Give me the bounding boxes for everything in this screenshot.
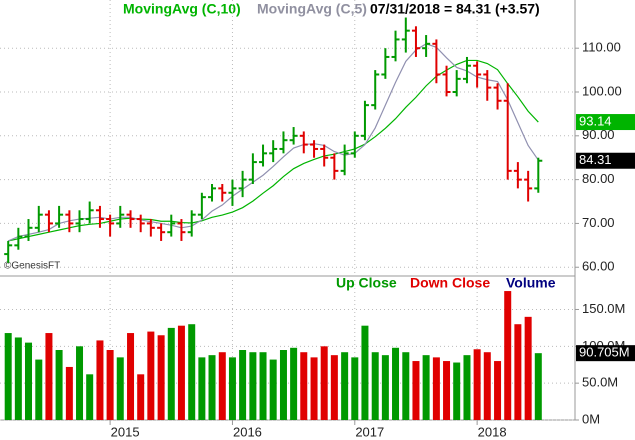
x-tick-label: 2016 xyxy=(233,424,262,439)
ma10-last-label-box xyxy=(576,114,635,131)
close-last-label: 84.31 xyxy=(579,152,612,167)
volume-bar xyxy=(361,325,369,420)
x-tick-label: 2017 xyxy=(355,424,384,439)
volume-bar xyxy=(341,352,349,420)
legend-volume: Volume xyxy=(506,275,556,291)
volume-bar xyxy=(45,333,53,420)
y-tick-label: 80.00 xyxy=(582,171,615,186)
y-tick-label: 100.00 xyxy=(582,83,622,98)
volume-bar xyxy=(106,350,114,420)
volume-bar xyxy=(422,355,430,420)
close-last-label-box xyxy=(576,152,635,169)
volume-bar xyxy=(147,331,155,420)
volume-bar xyxy=(55,350,63,420)
legend-up: Up Close xyxy=(336,275,397,291)
volume-bar xyxy=(402,352,410,420)
volume-bar xyxy=(463,355,471,420)
volume-bar xyxy=(259,352,267,420)
y-tick-label: 150.0M xyxy=(582,301,625,316)
volume-bar xyxy=(65,366,73,420)
volume-bar xyxy=(473,349,481,420)
volume-last-label: 90.705M xyxy=(579,345,630,360)
volume-bar xyxy=(76,346,84,420)
ma10-legend: MovingAvg (C,10) xyxy=(123,1,241,17)
y-tick-label: 50.0M xyxy=(582,375,618,390)
y-tick-label: 110.00 xyxy=(582,40,621,55)
volume-bar xyxy=(534,353,542,420)
volume-last-label-box xyxy=(576,345,635,362)
volume-bar xyxy=(25,342,33,420)
volume-bar xyxy=(177,325,185,420)
volume-bar xyxy=(188,324,196,420)
y-tick-label: 90.00 xyxy=(582,127,615,142)
volume-bar xyxy=(14,337,22,420)
ma5-legend: MovingAvg (C,5) xyxy=(257,1,367,17)
volume-bar xyxy=(127,333,135,420)
y-tick-label: 70.00 xyxy=(582,215,615,230)
volume-bar xyxy=(443,361,451,420)
volume-bar xyxy=(504,291,512,420)
volume-bar xyxy=(269,359,277,420)
volume-bar xyxy=(300,352,308,420)
volume-bar xyxy=(208,355,216,420)
volume-bar xyxy=(96,340,104,420)
volume-bar xyxy=(4,333,12,420)
volume-bar xyxy=(137,374,145,420)
volume-bar xyxy=(310,357,318,420)
volume-bar xyxy=(279,350,287,420)
volume-bar xyxy=(371,352,379,420)
chart-title: 07/31/2018 = 84.31 (+3.57) xyxy=(370,1,540,17)
volume-bar xyxy=(35,359,43,420)
volume-bar xyxy=(157,335,165,420)
volume-bar xyxy=(392,347,400,420)
y-tick-label: 0M xyxy=(582,411,600,426)
volume-bar xyxy=(86,374,94,420)
volume-bar xyxy=(239,350,247,420)
watermark: ©GenesisFT xyxy=(4,261,60,272)
volume-bar xyxy=(228,357,236,420)
legend-down: Down Close xyxy=(410,275,490,291)
volume-bar xyxy=(167,327,175,420)
x-tick-label: 2018 xyxy=(478,424,507,439)
volume-bar xyxy=(198,357,206,420)
volume-bar xyxy=(524,316,532,420)
moving-average-line xyxy=(7,43,539,242)
volume-bar xyxy=(330,355,338,420)
volume-bar xyxy=(432,357,440,420)
y-tick-label: 60.00 xyxy=(582,259,615,274)
volume-bar xyxy=(412,361,420,420)
moving-average-line xyxy=(8,59,539,242)
volume-bar xyxy=(453,362,461,420)
volume-bar xyxy=(249,352,257,420)
x-tick-label: 2015 xyxy=(111,424,140,439)
volume-bar xyxy=(351,357,359,420)
volume-bar xyxy=(290,347,298,420)
volume-bar xyxy=(514,324,522,420)
volume-bar xyxy=(483,352,491,420)
volume-bar xyxy=(381,355,389,420)
volume-bar xyxy=(320,346,328,420)
volume-bar xyxy=(116,357,124,420)
ma10-last-label: 93.14 xyxy=(579,113,612,128)
volume-bar xyxy=(494,361,502,420)
volume-bar xyxy=(218,352,226,420)
